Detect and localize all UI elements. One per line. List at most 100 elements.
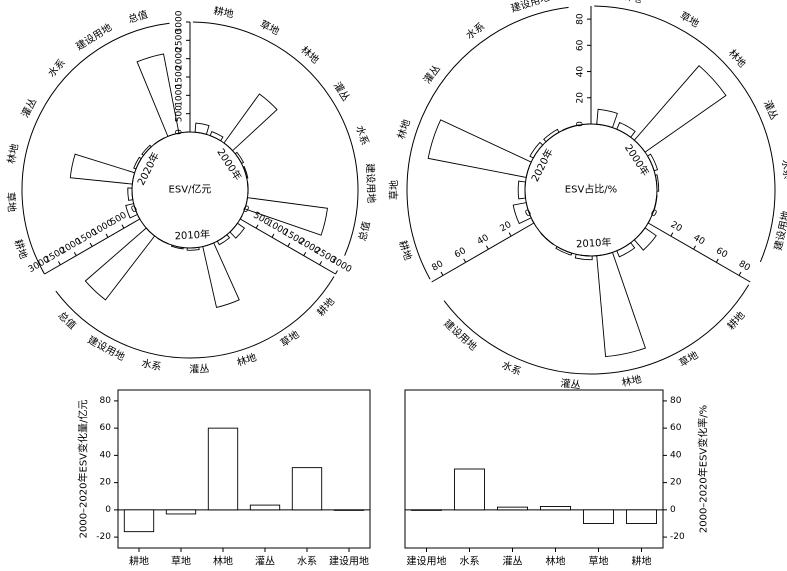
x-tick-label: 灌丛 <box>503 556 523 568</box>
radial-tick <box>670 232 674 237</box>
radial-tick-label: 80 <box>576 13 586 25</box>
plot-frame <box>117 389 371 549</box>
radial-tick <box>42 270 45 275</box>
bar <box>540 506 572 511</box>
radial-tick <box>738 271 742 276</box>
radial-tick-label: 500 <box>175 105 185 122</box>
bar <box>626 509 658 524</box>
petal-bar <box>229 222 246 239</box>
radial-tick-label: 1500 <box>175 65 185 88</box>
bar <box>207 427 239 511</box>
radial-tick <box>647 219 651 224</box>
radial-tick-label: 0 <box>240 204 250 216</box>
x-tick-label: 草地 <box>171 555 191 568</box>
category-label: 草地 <box>678 9 702 30</box>
category-label: 灌丛 <box>331 80 352 103</box>
category-label: 林地 <box>726 46 749 70</box>
radial-tick <box>693 245 697 250</box>
category-label: 草地 <box>258 17 282 37</box>
category-label: 建设用地 <box>364 163 378 203</box>
radial-tick-label: 20 <box>576 92 586 104</box>
y-tick-label: 20 <box>670 478 682 488</box>
petal-bar <box>543 128 560 143</box>
y-tick-label: 0 <box>670 505 676 515</box>
category-label: 灌丛 <box>560 377 581 391</box>
bar <box>165 509 197 515</box>
x-tick-label: 林地 <box>213 555 233 568</box>
petal-bar <box>133 156 142 170</box>
category-label: 林地 <box>620 372 642 389</box>
petal-bar <box>202 242 240 308</box>
petal-bar <box>646 153 659 172</box>
petal-bar <box>633 227 657 251</box>
category-label: 林地 <box>4 143 21 165</box>
category-label: 灌丛 <box>189 363 210 376</box>
petal-bar <box>517 180 526 200</box>
y-tick-label: 60 <box>670 423 682 433</box>
radial-tick-label: 0 <box>175 129 185 135</box>
petal-bar <box>234 151 245 165</box>
radial-tick <box>485 245 489 250</box>
y-tick-label: 60 <box>100 423 112 433</box>
y-axis-label: 2000–2020年ESV变化率/% <box>697 405 710 533</box>
radial-tick <box>303 251 307 256</box>
petal-bar <box>136 53 180 137</box>
y-tick-label: -20 <box>96 532 111 542</box>
radial-tick <box>121 224 125 229</box>
category-label: 草地 <box>388 180 401 200</box>
x-tick-label: 灌丛 <box>255 556 275 568</box>
category-label: 耕地 <box>314 295 337 319</box>
radial-tick-label: 2500 <box>175 29 185 52</box>
x-tick-label: 建设用地 <box>407 555 447 568</box>
outer-ring-arc <box>192 21 359 256</box>
outer-ring-arc <box>55 276 335 359</box>
center-label: ESV占比/% <box>565 183 617 196</box>
x-tick-label: 水系 <box>297 556 317 568</box>
category-label: 林地 <box>394 118 413 141</box>
radial-tick-label: 40 <box>576 66 586 78</box>
year-label: 2010年 <box>174 228 210 243</box>
radial-tick <box>89 242 93 247</box>
petal-bar <box>223 93 278 152</box>
radial-tick-label: 20 <box>669 220 684 235</box>
category-label: 耕地 <box>213 4 235 20</box>
y-tick-label: 40 <box>670 450 682 460</box>
y-tick-label: 80 <box>100 396 112 406</box>
petal-bar <box>84 227 156 301</box>
radial-chart-esv-value: 耕地草地林地灌丛水系建设用地总值2000年耕地草地林地灌丛水系建设用地总值201… <box>4 4 378 376</box>
category-label: 林地 <box>298 43 322 66</box>
bar <box>497 506 529 511</box>
category-label: 耕地 <box>396 239 415 262</box>
category-label: 总值 <box>56 309 79 332</box>
radial-tick <box>463 258 467 263</box>
category-label: 总值 <box>356 220 373 242</box>
petal-bar <box>633 65 727 153</box>
category-label: 建设用地 <box>73 21 114 53</box>
category-label: 林地 <box>235 350 258 369</box>
category-label: 水系 <box>46 57 68 80</box>
radial-tick-label: 2000 <box>175 47 185 70</box>
bar-chart-esv-change-amount: 耕地 草地 林地 灌丛 水系 建设用地 -20 0 20 40 60 80 2000–2020年ESV变… <box>77 389 371 568</box>
radial-tick-label: 0 <box>130 204 140 216</box>
category-label: 建设用地 <box>86 333 127 363</box>
y-tick-label: 0 <box>105 505 111 515</box>
outer-ring-arc <box>406 6 569 280</box>
x-tick-label: 草地 <box>589 555 609 568</box>
radial-tick-label: 0 <box>524 208 534 220</box>
category-label: 总值 <box>126 8 149 26</box>
radial-tick <box>335 270 338 275</box>
bar <box>249 504 281 511</box>
bar <box>123 509 155 533</box>
bar <box>333 509 365 511</box>
petal-bar <box>427 119 532 178</box>
radial-tick-label: 1000 <box>175 84 185 107</box>
category-label: 耕地 <box>621 0 643 6</box>
y-tick-label: -20 <box>670 532 685 542</box>
x-tick-label: 耕地 <box>129 555 149 568</box>
radial-axis <box>647 222 751 283</box>
radial-tick <box>508 232 512 237</box>
radial-axis <box>431 222 535 283</box>
radial-tick <box>715 258 719 263</box>
category-label: 水系 <box>500 359 523 378</box>
x-tick-label: 林地 <box>546 555 566 568</box>
